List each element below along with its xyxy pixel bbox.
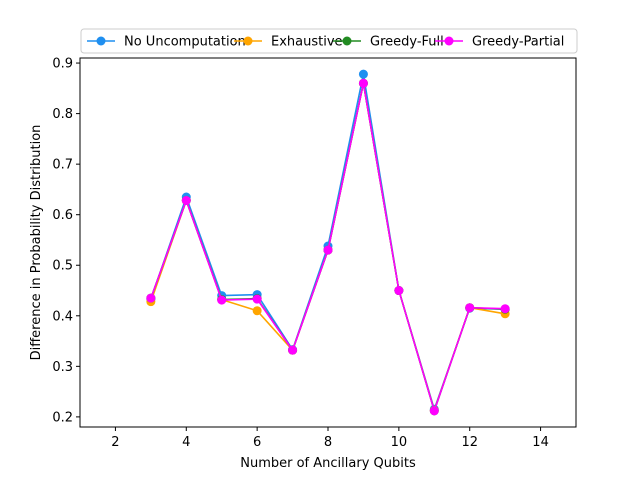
x-tick-label: 10 — [391, 435, 408, 450]
legend: No Uncomputation Exhaustive Greedy-Full Gre… — [80, 28, 578, 54]
x-tick-label: 12 — [461, 435, 478, 450]
data-point-greedy-partial — [358, 78, 368, 88]
legend-label: Greedy-Partial — [472, 35, 564, 50]
data-point-greedy-partial — [429, 406, 439, 416]
legend-item-exhaustive: Exhaustive — [234, 35, 343, 50]
y-tick-label: 0.2 — [52, 410, 73, 425]
data-point-greedy-partial — [146, 293, 156, 303]
legend-label: Exhaustive — [271, 35, 343, 50]
y-axis-label: Difference in Probability Distribution — [29, 125, 44, 361]
data-point-greedy-partial — [323, 245, 333, 255]
legend-item-greedy-full: Greedy-Full — [333, 35, 444, 50]
legend-marker — [444, 36, 454, 46]
y-tick-label: 0.7 — [52, 158, 73, 173]
data-point-greedy-partial — [217, 295, 227, 305]
y-tick-label: 0.6 — [52, 208, 73, 223]
y-tick-label: 0.3 — [52, 360, 73, 375]
data-point-greedy-partial — [252, 294, 262, 304]
x-tick-label: 6 — [253, 435, 261, 450]
data-point-greedy-partial — [181, 196, 191, 206]
legend-label: No Uncomputation — [124, 35, 246, 50]
data-point-greedy-partial — [500, 304, 510, 314]
legend-item-no-uncomputation: No Uncomputation — [87, 35, 246, 50]
data-point-exhaustive — [252, 306, 262, 316]
y-tick-label: 0.5 — [52, 259, 73, 274]
data-point-greedy-partial — [394, 286, 404, 296]
y-tick-label: 0.8 — [52, 107, 73, 122]
axes-layer: 2 4 6 8 10 12 14 0.2 0.3 0.4 0.5 0.6 0.7 0.8 0.9 — [52, 57, 577, 450]
plot-layer — [146, 69, 510, 416]
y-tick-label: 0.9 — [52, 57, 73, 72]
x-tick-label: 8 — [324, 435, 332, 450]
legend-marker — [96, 36, 106, 46]
legend-marker — [342, 36, 352, 46]
x-tick-label: 4 — [182, 435, 190, 450]
legend-item-greedy-partial: Greedy-Partial — [435, 35, 564, 50]
legend-box — [80, 28, 578, 54]
legend-label: Greedy-Full — [370, 35, 444, 50]
data-point-no-uncomputation — [358, 69, 368, 79]
y-tick-label: 0.4 — [52, 309, 73, 324]
x-tick-label: 14 — [532, 435, 549, 450]
x-tick-label: 2 — [111, 435, 119, 450]
x-axis-label: Number of Ancillary Qubits — [240, 456, 416, 471]
data-point-greedy-partial — [288, 345, 298, 355]
data-point-greedy-partial — [465, 303, 475, 313]
legend-marker — [243, 36, 253, 46]
